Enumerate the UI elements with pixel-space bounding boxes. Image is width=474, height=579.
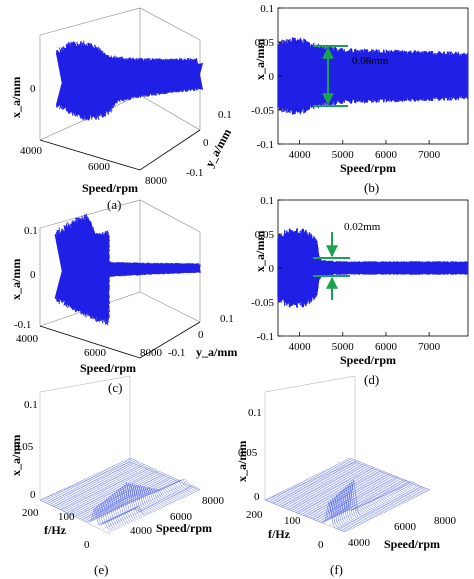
x-tick-label: 6000	[375, 149, 398, 161]
x-tick-label: 6000	[375, 341, 398, 353]
y-tick-label: 0.1	[260, 3, 274, 15]
floor-grid	[264, 457, 431, 533]
panel-a-orbit-plot	[55, 40, 204, 121]
panel-c-z-tick-0: 0	[30, 269, 36, 281]
panel-e-y-tick-4000: 4000	[130, 525, 153, 537]
panel-e-x-tick-100: 100	[58, 511, 75, 523]
panel-c-y-tick-0.1: 0.1	[220, 313, 234, 325]
y-tick-label: -0.1	[257, 139, 274, 151]
panel-e-y-tick-8000: 8000	[202, 495, 225, 507]
y-tick-label: -0.1	[257, 331, 274, 343]
panel-c-y-tick-neg0.1: -0.1	[168, 347, 185, 359]
panel-b-annotation: 0.08mm	[313, 45, 389, 107]
panel-d-ticks: 0.1 0.05 0 -0.05 -0.1 4000 5000 6000 7000	[251, 195, 441, 353]
panel-a-z-label: x_a/mm	[9, 77, 23, 118]
panel-e-y-tick-6000: 6000	[170, 511, 193, 523]
panel-c-z-label: x_a/mm	[9, 259, 23, 300]
panel-c-z-tick-neg0.1: -0.1	[14, 319, 31, 331]
panel-f: 0.1 0.05 0 200 100 0 4000 6000 8000 f/Hz…	[235, 375, 457, 577]
y-tick-label: -0.05	[251, 297, 274, 309]
panel-d-caption: (d)	[364, 372, 379, 387]
panel-c-orbit-plot	[54, 213, 201, 326]
panel-e-waterfall	[39, 457, 201, 533]
panel-a-y-tick-0.1: 0.1	[218, 109, 232, 121]
y-tick-label: 0	[269, 263, 275, 275]
panel-d-signal	[277, 228, 469, 308]
panel-f-x-label: f/Hz	[268, 527, 291, 541]
y-tick-label: 0	[269, 71, 275, 83]
panel-b-annotation-text: 0.08mm	[352, 55, 389, 67]
panel-e-caption: (e)	[94, 562, 108, 577]
panel-d-annotation-text: 0.02mm	[344, 221, 381, 233]
floor-grid	[39, 457, 201, 533]
panel-d-y-label: x_a/mm	[253, 231, 267, 272]
x-tick-label: 5000	[332, 341, 355, 353]
panel-b-ticks: 0.1 0.05 0 -0.05 -0.1 4000 5000 6000 7000	[251, 3, 441, 161]
panel-f-z-tick-0.1: 0.1	[248, 407, 262, 419]
signal-envelope	[277, 228, 469, 308]
panel-a-x-label: Speed/rpm	[82, 181, 138, 195]
y-tick-label: 0.05	[255, 229, 275, 241]
panel-e-z-tick-0: 0	[30, 489, 36, 501]
y-tick-label: 0.05	[255, 37, 275, 49]
panel-a-caption: (a)	[107, 197, 121, 212]
panel-e-z-tick-0.05: 0.05	[14, 441, 34, 453]
panel-e-y-label: Speed/rpm	[156, 521, 212, 535]
panel-f-x-tick-200: 200	[246, 509, 263, 521]
panel-d-x-label: Speed/rpm	[340, 353, 396, 367]
panel-b-x-label: Speed/rpm	[340, 161, 396, 175]
panel-c-x-tick-6000: 6000	[84, 347, 107, 359]
y-tick-label: 0.1	[260, 195, 274, 207]
panel-d-annotation: 0.02mm	[313, 221, 381, 300]
orbit-trace	[54, 213, 201, 326]
panel-e-x-tick-200: 200	[22, 507, 39, 519]
orbit-trace	[55, 40, 204, 121]
panel-e-z-label: x_a/mm	[9, 435, 23, 476]
panel-c-x-tick-8000: 8000	[140, 347, 163, 359]
panel-f-caption: (f)	[330, 562, 343, 577]
panel-f-x-tick-0: 0	[318, 539, 324, 551]
panel-f-y-tick-8000: 8000	[434, 515, 457, 527]
panel-f-y-label: Speed/rpm	[384, 537, 440, 551]
panel-a-z-tick-0: 0	[30, 83, 36, 95]
panel-a: 4000 6000 8000 0.1 0 -0.1 0 Speed/rpm y_…	[9, 7, 234, 212]
panel-d: 0.1 0.05 0 -0.05 -0.1 4000 5000 6000 7000 0.02mm…	[251, 195, 469, 387]
panel-e-z-tick-0.1: 0.1	[24, 399, 38, 411]
panel-f-z-tick-0.05: 0.05	[238, 447, 258, 459]
panel-f-z-label: x_a/mm	[235, 441, 249, 482]
x-tick-label: 7000	[418, 149, 441, 161]
panel-b-y-label: x_a/mm	[253, 39, 267, 80]
panel-a-x-tick-4000: 4000	[20, 145, 43, 157]
panel-c-x-label: Speed/rpm	[80, 361, 136, 375]
panel-c-y-tick-0: 0	[198, 329, 204, 341]
x-tick-label: 4000	[289, 341, 312, 353]
panel-b-caption: (b)	[364, 180, 379, 195]
panel-a-x-tick-8000: 8000	[145, 175, 168, 187]
panel-e: 0.1 0.05 0 200 100 0 4000 6000 8000 f/Hz…	[9, 375, 225, 577]
panel-c-z-tick-0.1: 0.1	[24, 225, 38, 237]
panel-c-caption: (c)	[108, 380, 122, 395]
panel-a-y-tick-0: 0	[203, 137, 209, 149]
panel-c-x-tick-4000: 4000	[16, 333, 39, 345]
panel-f-z-tick-0: 0	[254, 491, 260, 503]
panel-f-x-tick-100: 100	[284, 515, 301, 527]
panel-c: 0.1 0 -0.1 4000 6000 8000 0.1 0 -0.1 Spe…	[9, 199, 237, 395]
x-tick-label: 7000	[418, 341, 441, 353]
panel-f-y-tick-6000: 6000	[394, 521, 417, 533]
panel-a-x-tick-6000: 6000	[88, 161, 111, 173]
panel-b-signal	[277, 37, 469, 115]
x-tick-label: 4000	[289, 149, 312, 161]
signal-envelope	[277, 37, 469, 115]
y-tick-label: -0.05	[251, 105, 274, 117]
panel-b: 0.1 0.05 0 -0.05 -0.1 4000 5000 6000 7000 0.08mm…	[251, 3, 469, 195]
panel-e-x-label: f/Hz	[44, 523, 67, 537]
panel-c-y-label: y_a/mm	[196, 345, 237, 359]
x-tick-label: 5000	[332, 149, 355, 161]
panel-e-x-tick-0: 0	[84, 539, 90, 551]
panel-f-waterfall	[264, 457, 431, 533]
panel-a-y-tick-neg0.1: -0.1	[186, 167, 203, 179]
panel-f-y-tick-4000: 4000	[348, 537, 371, 549]
